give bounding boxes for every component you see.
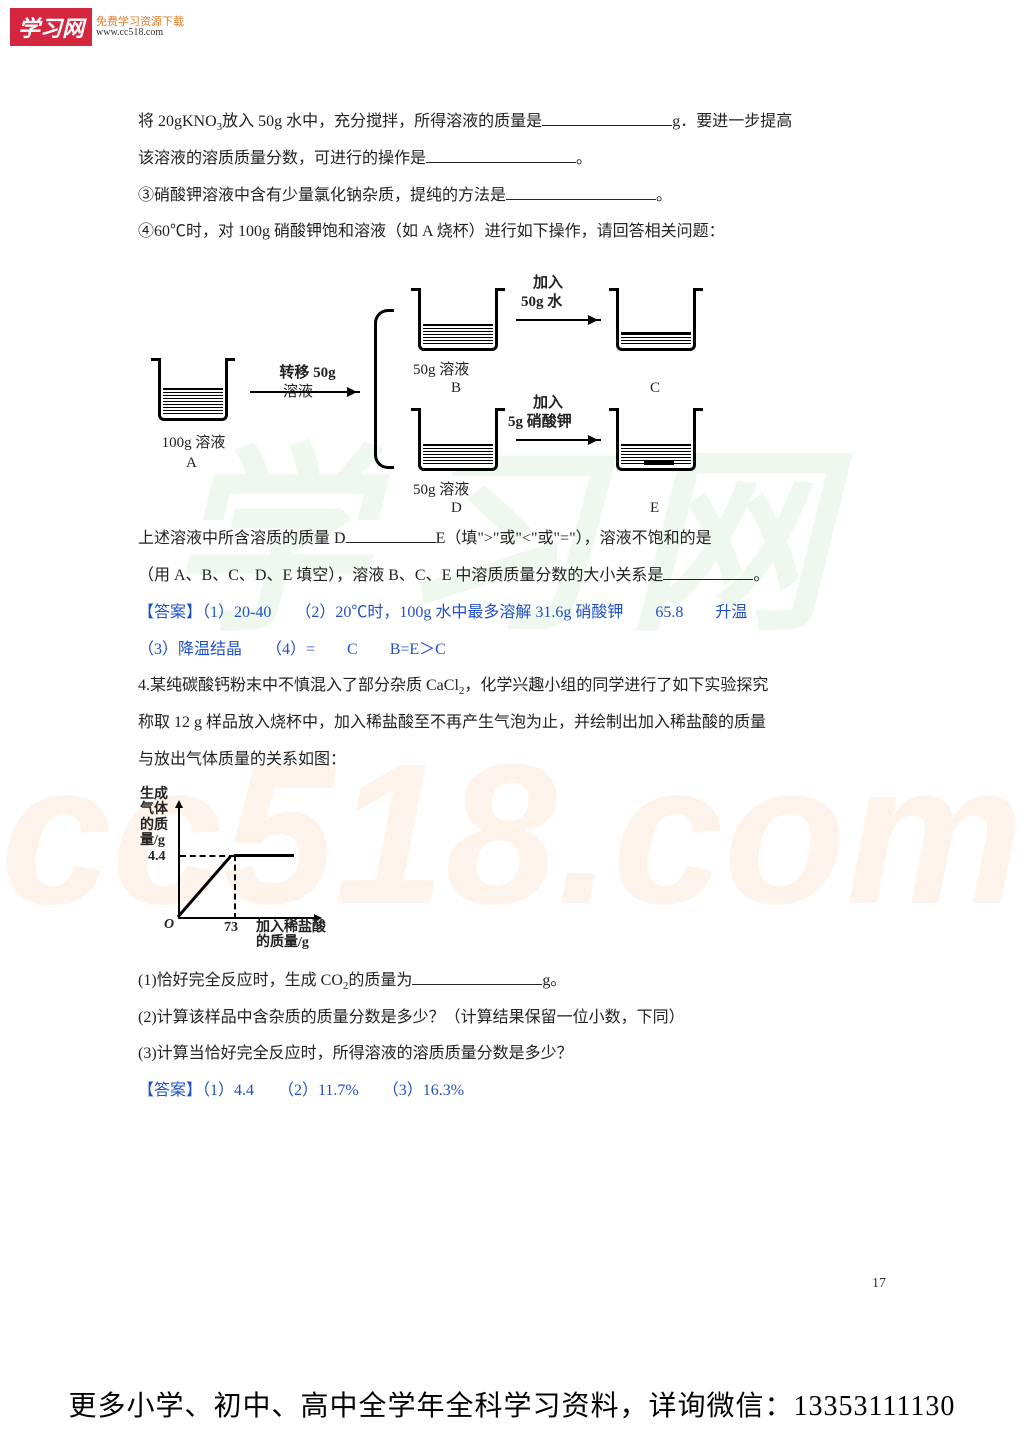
graph-xlabel: 加入稀盐酸 的质量/g xyxy=(256,920,326,951)
beaker-c xyxy=(616,291,696,351)
para-10: (1)恰好完全反应时，生成 CO2的质量为g。 xyxy=(138,963,890,1000)
para-7: 4.某纯碳酸钙粉末中不慎混入了部分杂质 CaCl2，化学兴趣小组的同学进行了如下… xyxy=(138,668,890,705)
para-5: 上述溶液中所含溶质的质量 DE（填">"或"<"或"="），溶液不饱和的是 xyxy=(138,521,890,558)
graph-curve-flat xyxy=(234,854,294,857)
graph-yval: 4.4 xyxy=(148,849,166,864)
para-2: 该溶液的溶质质量分数，可进行的操作是。 xyxy=(138,141,890,178)
beaker-b xyxy=(418,291,498,351)
blank-field xyxy=(346,526,436,544)
document-body: 将 20gKNO3放入 50g 水中，充分搅拌，所得溶液的质量是g．要进一步提高… xyxy=(138,104,890,1110)
answer-line-1: 【答案】（1）20-40 （2）20℃时，100g 水中最多溶解 31.6g 硝… xyxy=(138,595,890,632)
brace xyxy=(374,309,394,469)
blank-field xyxy=(663,562,753,580)
beaker-d-letter: D xyxy=(451,491,462,526)
logo-badge: 学习网 xyxy=(10,8,92,46)
beaker-d xyxy=(418,411,498,471)
beaker-b-letter: B xyxy=(451,371,461,406)
answer-line-2: （3）降温结晶 （4）= C B=E＞C xyxy=(138,632,890,669)
para-6: （用 A、B、C、D、E 填空），溶液 B、C、E 中溶质质量分数的大小关系是。 xyxy=(138,558,890,595)
para-3: ③硝酸钾溶液中含有少量氯化钠杂质，提纯的方法是。 xyxy=(138,178,890,215)
graph-xval: 73 xyxy=(224,920,238,935)
para-1: 将 20gKNO3放入 50g 水中，充分搅拌，所得溶液的质量是g．要进一步提高 xyxy=(138,104,890,141)
logo-tagline: 免费学习资源下载 xyxy=(96,17,184,28)
graph-axes xyxy=(178,804,318,919)
beaker-flowchart: 100g 溶液 A 转移 50g 溶液 50g 溶液 B 加入 50g 水 C … xyxy=(138,261,698,491)
para-8: 称取 12 g 样品放入烧杯中，加入稀盐酸至不再产生气泡为止，并绘制出加入稀盐酸… xyxy=(138,705,890,742)
gas-mass-graph: 生成 气体 的质 量/g 4.4 O 73 加入稀盐酸 的质量/g xyxy=(138,787,338,957)
beaker-a-letter: A xyxy=(186,446,197,481)
blank-field xyxy=(542,108,672,126)
add-kno3-amount: 5g 硝酸钾 xyxy=(508,405,572,440)
beaker-e xyxy=(616,411,696,471)
site-logo: 学习网 免费学习资源下载 www.cc518.com xyxy=(10,8,184,46)
graph-ylabel: 生成 气体 的质 量/g xyxy=(140,787,168,849)
para-9: 与放出气体质量的关系如图： xyxy=(138,742,890,779)
beaker-e-letter: E xyxy=(650,491,659,526)
para-12: (3)计算当恰好完全反应时，所得溶液的溶质质量分数是多少？ xyxy=(138,1036,890,1073)
blank-field xyxy=(506,182,656,200)
transfer-label-2: 溶液 xyxy=(283,375,313,410)
blank-field xyxy=(412,967,542,985)
graph-origin: O xyxy=(164,917,174,932)
logo-subtitle: 免费学习资源下载 www.cc518.com xyxy=(96,17,184,38)
add-water-amount: 50g 水 xyxy=(521,285,562,320)
logo-url: www.cc518.com xyxy=(96,28,184,38)
para-11: (2)计算该样品中含杂质的质量分数是多少？（计算结果保留一位小数，下同） xyxy=(138,1000,890,1037)
answer-line-3: 【答案】（1）4.4 （2）11.7% （3）16.3% xyxy=(138,1073,890,1110)
blank-field xyxy=(426,145,576,163)
dashed-vertical xyxy=(234,855,236,919)
para-4: ④60℃时，对 100g 硝酸钾饱和溶液（如 A 烧杯）进行如下操作，请回答相关… xyxy=(138,214,890,251)
page-number: 17 xyxy=(872,1276,886,1292)
beaker-a xyxy=(158,361,228,421)
footer-text: 更多小学、初中、高中全学年全科学习资料，详询微信：13353111130 xyxy=(0,1384,1024,1424)
beaker-c-letter: C xyxy=(650,371,660,406)
